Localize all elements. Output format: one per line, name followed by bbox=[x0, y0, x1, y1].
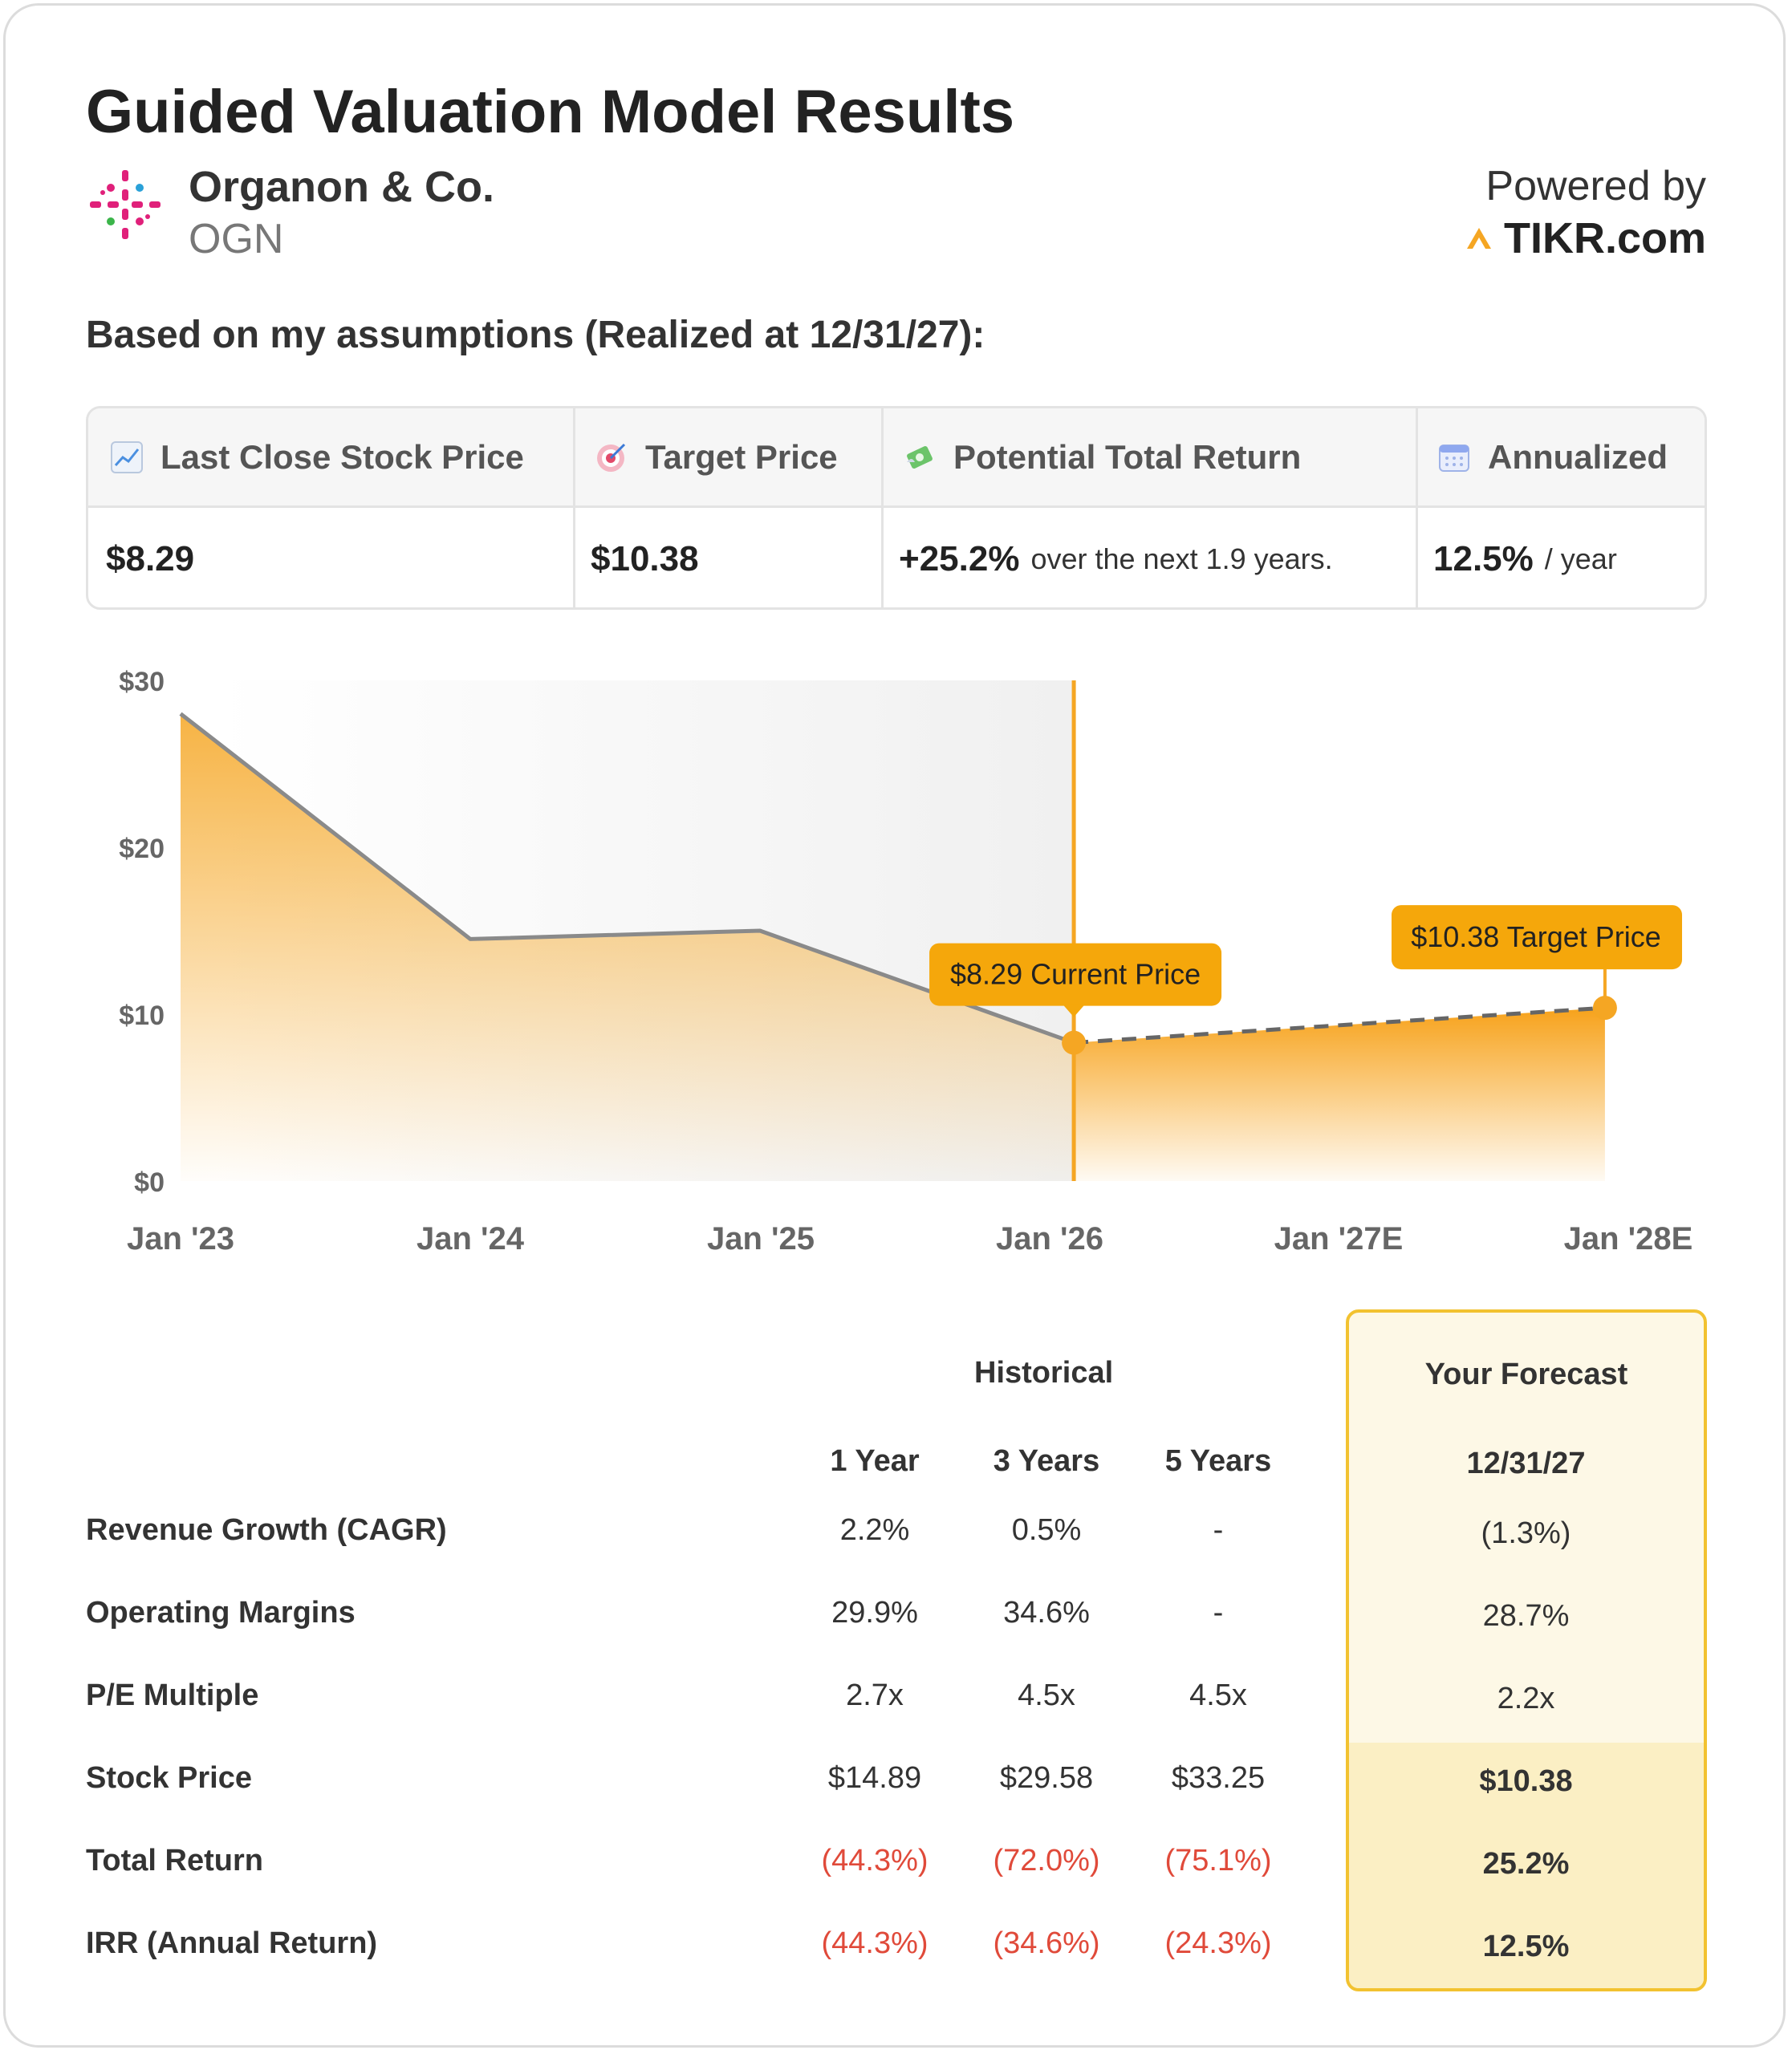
historical-header: Historical bbox=[974, 1356, 1114, 1390]
return-value: +25.2% bbox=[899, 538, 1020, 578]
y-axis-tick-label: $20 bbox=[119, 834, 165, 864]
last-close-value: $8.29 bbox=[106, 538, 195, 578]
tikr-logo-icon bbox=[1466, 228, 1491, 249]
metrics-summary: Last Close Stock Price Target Price Pote… bbox=[86, 406, 1707, 610]
table-cell: 4.5x bbox=[1189, 1679, 1247, 1712]
target-value: $10.38 bbox=[591, 538, 699, 578]
forecast-highlight bbox=[1349, 1743, 1704, 1988]
x-axis-tick-label: Jan '25 bbox=[707, 1221, 815, 1256]
calendar-icon bbox=[1439, 444, 1469, 472]
table-cell: 2.2% bbox=[839, 1513, 910, 1547]
col-header-3-years: 3 Years bbox=[993, 1444, 1100, 1478]
divider bbox=[573, 408, 575, 607]
forecast-cell: 28.7% bbox=[1482, 1599, 1570, 1633]
company-name: Organon & Co. bbox=[189, 163, 494, 211]
forecast-cell: 12.5% bbox=[1482, 1930, 1570, 1963]
historical-area bbox=[181, 713, 1075, 1181]
row-label-total-return: Total Return bbox=[86, 1844, 263, 1877]
forecast-cell: $10.38 bbox=[1479, 1764, 1573, 1798]
y-axis-tick-label: $30 bbox=[119, 667, 165, 697]
annualized-cell: 12.5% / year bbox=[1416, 508, 1705, 607]
table-cell: 2.7x bbox=[846, 1679, 904, 1712]
x-axis-tick-label: Jan '24 bbox=[417, 1221, 525, 1256]
forecast-cell: 2.2x bbox=[1497, 1682, 1555, 1715]
annualized-label: Annualized bbox=[1488, 437, 1668, 476]
row-label-operating-margins: Operating Margins bbox=[86, 1596, 356, 1630]
chart-increasing-icon bbox=[111, 440, 143, 473]
table-cell: 29.9% bbox=[831, 1596, 918, 1630]
table-cell: - bbox=[1213, 1596, 1224, 1630]
last-close-header: Last Close Stock Price bbox=[88, 408, 573, 505]
target-icon bbox=[597, 443, 626, 472]
col-header-5-years: 5 Years bbox=[1164, 1444, 1272, 1478]
price-chart: $30 $20 $10 $0 Jan '23 Jan '24 Jan '25 Jan '26 J… bbox=[119, 667, 1693, 1256]
target-header: Target Price bbox=[573, 408, 881, 505]
x-axis-tick-label: Jan '28E bbox=[1564, 1221, 1693, 1256]
target-price-callout bbox=[1392, 905, 1682, 970]
last-close-label: Last Close Stock Price bbox=[161, 437, 524, 476]
target-price-point bbox=[1592, 996, 1617, 1021]
table-cell: $29.58 bbox=[999, 1761, 1094, 1795]
annualized-suffix: / year bbox=[1544, 542, 1617, 575]
historical-price-line bbox=[179, 712, 1075, 1045]
forecast-date: 12/31/27 bbox=[1466, 1447, 1586, 1480]
forecast-cell: (1.3%) bbox=[1481, 1516, 1571, 1550]
table-cell: $14.89 bbox=[827, 1761, 922, 1795]
company-ticker: OGN bbox=[189, 216, 284, 262]
return-label: Potential Total Return bbox=[953, 437, 1302, 476]
forecast-area bbox=[1074, 1008, 1605, 1181]
row-label-pe-multiple: P/E Multiple bbox=[86, 1679, 259, 1712]
table-cell: $33.25 bbox=[1171, 1761, 1266, 1795]
page-title: Guided Valuation Model Results bbox=[86, 78, 1015, 146]
table-cell: - bbox=[1213, 1513, 1224, 1547]
current-price-callout bbox=[929, 943, 1222, 1006]
row-label-revenue-growth: Revenue Growth (CAGR) bbox=[86, 1513, 447, 1547]
col-header-1-year: 1 Year bbox=[830, 1444, 920, 1478]
divider bbox=[881, 408, 884, 607]
forecast-panel bbox=[1346, 1309, 1707, 1991]
brand-name: TIKR.com bbox=[1503, 214, 1706, 262]
return-suffix: over the next 1.9 years. bbox=[1030, 542, 1333, 575]
row-label-irr: IRR (Annual Return) bbox=[86, 1926, 378, 1960]
table-cell: 0.5% bbox=[1011, 1513, 1082, 1547]
table-cell: (24.3%) bbox=[1164, 1926, 1272, 1960]
return-header: Potential Total Return bbox=[881, 408, 1416, 505]
x-axis-tick-label: Jan '27E bbox=[1274, 1221, 1404, 1256]
table-cell: (34.6%) bbox=[993, 1926, 1100, 1960]
brand-link[interactable]: TIKR.com bbox=[1465, 213, 1706, 263]
divider bbox=[1416, 408, 1418, 607]
table-cell: (44.3%) bbox=[821, 1844, 929, 1877]
current-price-point bbox=[1062, 1030, 1087, 1055]
table-cell: 34.6% bbox=[1003, 1596, 1090, 1630]
target-price-callout-label: $10.38 Target Price bbox=[1411, 920, 1661, 953]
forecast-cell: 25.2% bbox=[1482, 1847, 1570, 1881]
return-cell: +25.2% over the next 1.9 years. bbox=[881, 508, 1416, 607]
assumptions-heading: Based on my assumptions (Realized at 12/… bbox=[86, 314, 985, 356]
forecast-price-line bbox=[1073, 1005, 1606, 1045]
target-label: Target Price bbox=[645, 437, 838, 476]
current-price-callout-pointer bbox=[1063, 1004, 1086, 1017]
annualized-value: 12.5% bbox=[1433, 538, 1534, 578]
powered-by-label: Powered by bbox=[1485, 163, 1706, 209]
y-axis-tick-label: $10 bbox=[119, 1001, 165, 1031]
current-price-callout-label: $8.29 Current Price bbox=[950, 958, 1201, 991]
y-axis-tick-label: $0 bbox=[134, 1167, 165, 1198]
x-axis-tick-label: Jan '26 bbox=[996, 1221, 1103, 1256]
table-cell: 4.5x bbox=[1018, 1679, 1075, 1712]
table-cell: (75.1%) bbox=[1164, 1844, 1272, 1877]
forecast-header: Your Forecast bbox=[1424, 1358, 1628, 1391]
row-label-stock-price: Stock Price bbox=[86, 1761, 252, 1795]
organon-logo-icon bbox=[90, 170, 161, 239]
money-with-wings-icon bbox=[907, 445, 933, 469]
table-cell: (44.3%) bbox=[821, 1926, 929, 1960]
annualized-header: Annualized bbox=[1416, 408, 1705, 505]
metrics-header-row bbox=[88, 408, 1705, 508]
x-axis-tick-label: Jan '23 bbox=[127, 1221, 234, 1256]
table-cell: (72.0%) bbox=[993, 1844, 1100, 1877]
